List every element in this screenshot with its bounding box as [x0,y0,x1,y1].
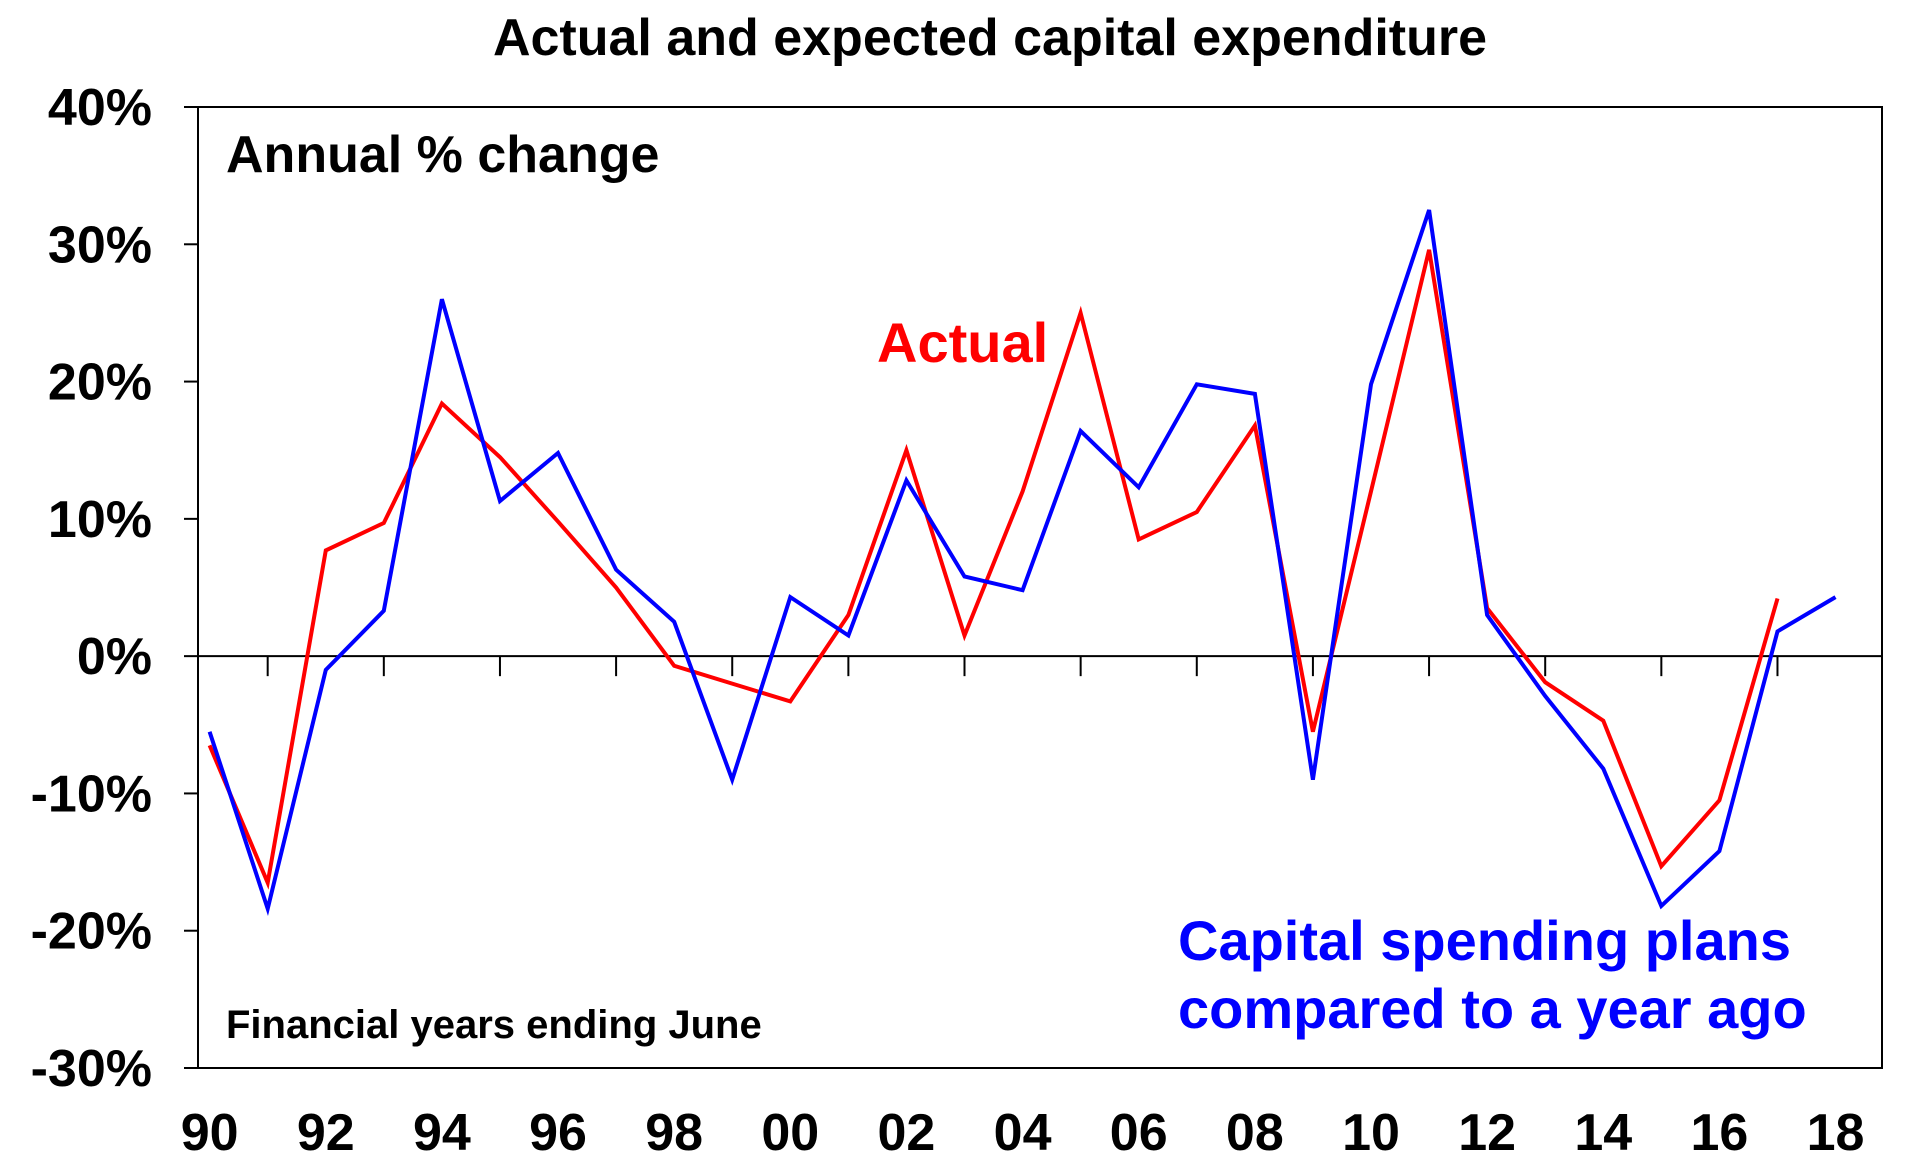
subtitle: Annual % change [226,126,659,184]
x-tick-label: 06 [1110,1104,1168,1162]
x-axis: 90 92 94 96 98 00 02 04 06 08 10 12 14 16 18 [181,656,1865,1162]
x-tick-label: 18 [1807,1104,1865,1162]
y-tick-label: 0% [77,628,152,686]
x-tick-label: 96 [529,1104,587,1162]
x-tick-label: 14 [1574,1104,1632,1162]
series-plans-line [207,209,1837,916]
y-tick-label: -30% [31,1040,152,1098]
y-tick-label: 20% [48,354,152,412]
series-layer [207,209,1837,916]
y-tick-label: 30% [48,216,152,274]
x-tick-label: 94 [413,1104,471,1162]
plot-area [197,106,1883,1069]
series-label-plans-line2: compared to a year ago [1178,977,1807,1040]
x-tick-label: 04 [994,1104,1052,1162]
x-tick-label: 16 [1690,1104,1748,1162]
y-axis: -30% -20% -10% 0% 10% 20% 30% 40% [31,79,198,1098]
series-label-plans-line1: Capital spending plans [1178,909,1791,972]
chart-title: Actual and expected capital expenditure [493,9,1487,67]
x-tick-label: 00 [761,1104,819,1162]
note-financial-years: Financial years ending June [226,1003,762,1047]
y-tick-label: -20% [31,903,152,961]
y-tick-label: 10% [48,491,152,549]
x-tick-label: 98 [645,1104,703,1162]
x-tick-label: 10 [1342,1104,1400,1162]
x-tick-label: 02 [878,1104,936,1162]
y-tick-label: -10% [31,765,152,823]
series-label-actual: Actual [877,311,1048,374]
x-tick-label: 12 [1458,1104,1516,1162]
y-tick-label: 40% [48,79,152,137]
x-tick-label: 08 [1226,1104,1284,1162]
x-tick-label: 90 [181,1104,239,1162]
x-tick-label: 92 [297,1104,355,1162]
series-actual-line [207,249,1780,890]
